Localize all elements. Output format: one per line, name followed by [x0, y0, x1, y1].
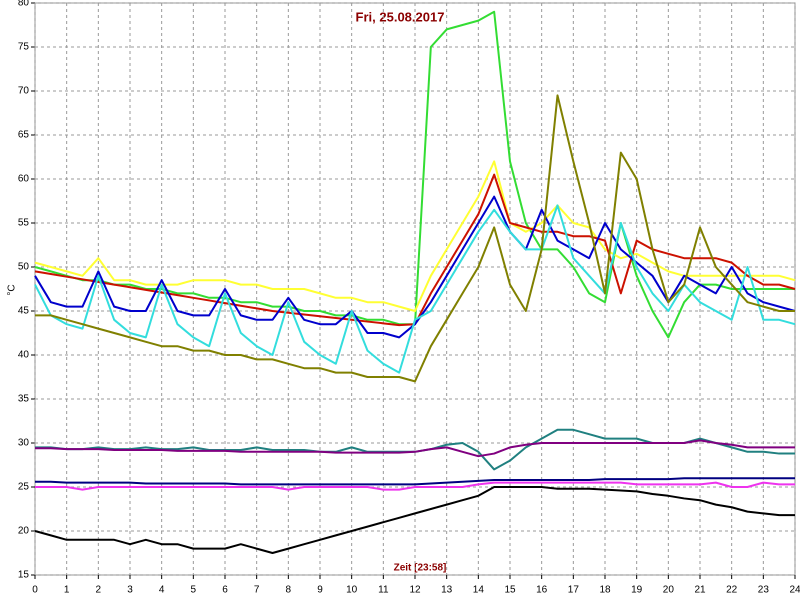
y-tick-label: 35: [18, 394, 30, 405]
y-tick-label: 20: [18, 526, 30, 537]
y-tick-label: 65: [18, 130, 30, 141]
y-tick-label: 60: [18, 174, 30, 185]
x-tick-label: 9: [317, 585, 323, 596]
x-tick-label: 12: [409, 585, 421, 596]
x-tick-label: 8: [286, 585, 292, 596]
x-tick-label: 5: [191, 585, 197, 596]
x-tick-label: 17: [568, 585, 580, 596]
x-tick-label: 16: [536, 585, 548, 596]
series-line: [34, 204, 796, 374]
x-axis-label: Zeit [23:58]: [394, 563, 447, 574]
x-tick-label: 2: [96, 585, 102, 596]
series-line: [34, 486, 795, 554]
x-tick-label: 1: [64, 585, 70, 596]
x-tick-label: 19: [631, 585, 643, 596]
series-line: [35, 477, 795, 486]
x-tick-label: 18: [599, 585, 611, 596]
y-tick-label: 15: [18, 570, 30, 581]
x-tick-label: 4: [159, 585, 165, 596]
x-tick-label: 13: [441, 585, 453, 596]
x-tick-label: 10: [346, 585, 358, 596]
x-tick-label: 0: [32, 585, 38, 596]
y-tick-label: 50: [18, 262, 30, 273]
series-line: [35, 94, 795, 383]
x-tick-label: 11: [378, 585, 389, 596]
y-tick-label: 30: [18, 438, 30, 449]
x-tick-label: 21: [694, 585, 706, 596]
y-axis-label: °C: [7, 284, 18, 295]
y-tick-label: 80: [18, 0, 30, 9]
y-tick-label: 40: [18, 350, 30, 361]
y-tick-label: 70: [18, 86, 30, 97]
series-line: [35, 481, 795, 491]
x-tick-label: 14: [473, 585, 485, 596]
x-tick-label: 24: [789, 585, 800, 596]
x-tick-label: 23: [758, 585, 770, 596]
x-tick-label: 15: [504, 585, 516, 596]
x-tick-label: 20: [663, 585, 675, 596]
x-tick-label: 3: [127, 585, 133, 596]
series-line: [35, 439, 795, 458]
x-tick-label: 7: [254, 585, 260, 596]
y-tick-label: 45: [18, 306, 30, 317]
y-tick-label: 55: [18, 218, 30, 229]
x-tick-label: 22: [726, 585, 738, 596]
y-tick-label: 25: [18, 482, 30, 493]
y-tick-label: 75: [18, 42, 30, 53]
chart-title: Fri, 25.08.2017: [356, 9, 445, 24]
x-tick-label: 6: [222, 585, 228, 596]
